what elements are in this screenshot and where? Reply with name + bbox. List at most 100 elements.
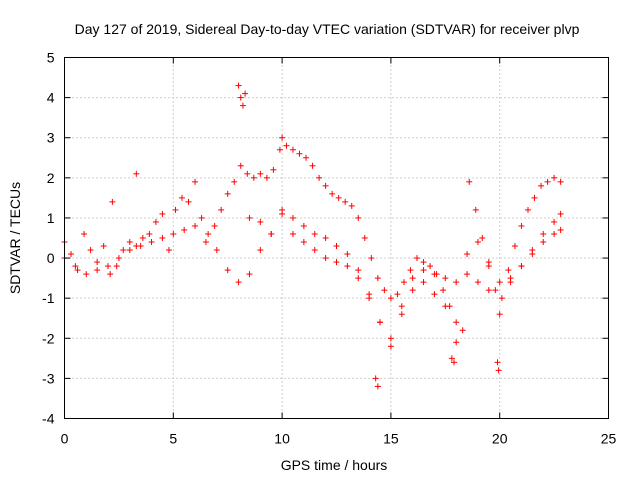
data-point — [322, 182, 329, 189]
y-tick-label: 5 — [47, 50, 55, 66]
data-point — [372, 375, 379, 382]
data-point — [100, 243, 107, 250]
data-point — [268, 230, 275, 237]
data-point — [348, 202, 355, 209]
data-point — [165, 247, 172, 254]
data-point — [300, 222, 307, 229]
data-point — [81, 230, 88, 237]
x-tick-label: 10 — [274, 431, 290, 447]
data-point — [409, 275, 416, 282]
data-point — [557, 210, 564, 217]
data-point — [355, 214, 362, 221]
data-point — [374, 383, 381, 390]
data-point — [551, 174, 558, 181]
data-point — [398, 303, 405, 310]
x-tick-label: 25 — [601, 431, 617, 447]
data-point — [494, 359, 501, 366]
data-point — [342, 198, 349, 205]
data-point — [192, 178, 199, 185]
x-tick-label: 0 — [61, 431, 69, 447]
data-point — [231, 178, 238, 185]
data-point — [344, 263, 351, 270]
data-point — [531, 194, 538, 201]
data-point — [540, 239, 547, 246]
data-point — [453, 279, 460, 286]
data-point — [427, 263, 434, 270]
data-point — [279, 210, 286, 217]
data-point — [311, 230, 318, 237]
data-point — [453, 319, 460, 326]
data-point — [333, 243, 340, 250]
y-tick-label: 0 — [47, 250, 55, 266]
data-point — [289, 214, 296, 221]
data-point — [398, 311, 405, 318]
data-point — [120, 247, 127, 254]
data-point — [329, 190, 336, 197]
data-point — [368, 255, 375, 262]
data-point — [237, 94, 244, 101]
data-point — [126, 247, 133, 254]
data-point — [485, 287, 492, 294]
x-axis-label: GPS time / hours — [281, 457, 388, 473]
data-point — [431, 271, 438, 278]
data-point — [172, 206, 179, 213]
data-point — [529, 251, 536, 258]
data-point — [133, 170, 140, 177]
data-point — [557, 226, 564, 233]
data-point — [296, 150, 303, 157]
data-point — [459, 327, 466, 334]
data-point — [492, 287, 499, 294]
data-point — [257, 218, 264, 225]
data-point — [211, 222, 218, 229]
data-point — [507, 275, 514, 282]
x-tick-label: 5 — [169, 431, 177, 447]
data-point — [377, 319, 384, 326]
data-point — [464, 271, 471, 278]
data-point — [109, 198, 116, 205]
data-point — [242, 90, 249, 97]
y-tick-label: -2 — [42, 330, 55, 346]
data-point — [137, 243, 144, 250]
data-point — [420, 259, 427, 266]
data-point — [496, 279, 503, 286]
data-point — [387, 295, 394, 302]
data-point — [276, 146, 283, 153]
data-point — [309, 162, 316, 169]
data-point — [235, 82, 242, 89]
data-point — [451, 359, 458, 366]
data-point — [524, 206, 531, 213]
data-point — [400, 279, 407, 286]
data-point — [311, 247, 318, 254]
data-point — [538, 182, 545, 189]
data-point — [218, 206, 225, 213]
y-tick-label: 1 — [47, 210, 55, 226]
data-point — [115, 255, 122, 262]
data-point — [409, 287, 416, 294]
data-point — [355, 275, 362, 282]
data-point — [551, 218, 558, 225]
data-point — [387, 343, 394, 350]
data-points — [61, 82, 564, 390]
data-point — [270, 166, 277, 173]
data-point — [159, 210, 166, 217]
data-point — [540, 230, 547, 237]
data-point — [511, 243, 518, 250]
data-point — [139, 235, 146, 241]
data-point — [239, 102, 246, 109]
data-point — [68, 251, 75, 258]
data-point — [237, 162, 244, 169]
data-point — [394, 291, 401, 298]
data-point — [257, 247, 264, 254]
data-point — [289, 146, 296, 153]
data-point — [518, 263, 525, 270]
data-point — [485, 259, 492, 266]
grid — [64, 57, 609, 419]
data-point — [479, 235, 486, 241]
data-point — [107, 271, 114, 278]
data-point — [366, 295, 373, 302]
data-point — [185, 198, 192, 205]
data-point — [146, 230, 153, 237]
data-point — [442, 275, 449, 282]
y-tick-label: 3 — [47, 130, 55, 146]
